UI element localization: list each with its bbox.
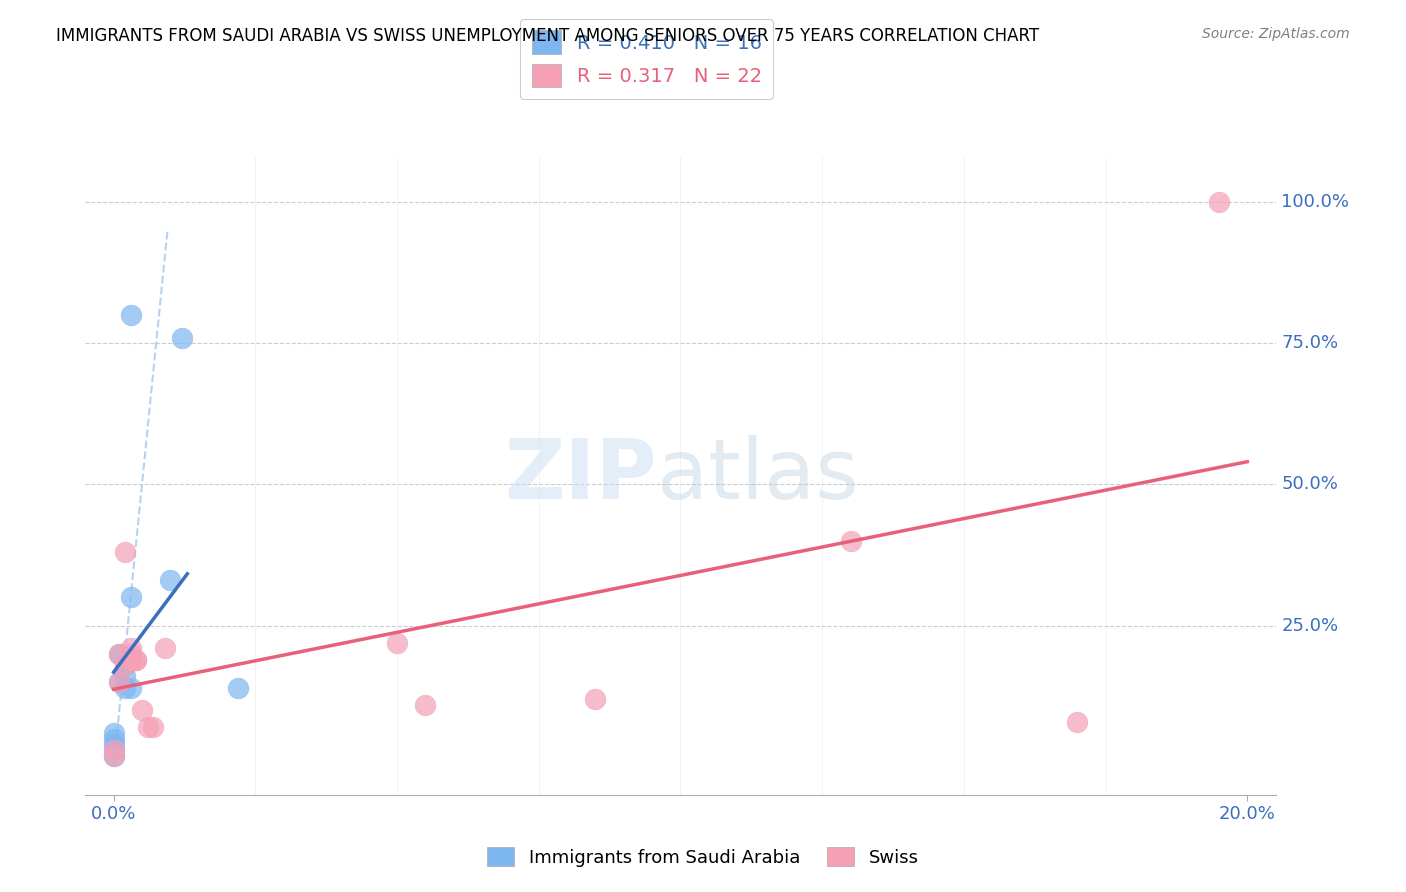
Point bbox=[120, 647, 142, 661]
Text: ZIP: ZIP bbox=[505, 435, 657, 516]
Point bbox=[125, 652, 148, 666]
Text: Source: ZipAtlas.com: Source: ZipAtlas.com bbox=[1202, 27, 1350, 41]
Legend: R = 0.410   N = 16, R = 0.317   N = 22: R = 0.410 N = 16, R = 0.317 N = 22 bbox=[520, 19, 773, 99]
Point bbox=[120, 681, 142, 695]
Point bbox=[103, 743, 125, 757]
Text: 100.0%: 100.0% bbox=[1281, 193, 1350, 211]
Point bbox=[170, 331, 193, 345]
Text: 50.0%: 50.0% bbox=[1281, 475, 1339, 493]
Point bbox=[228, 681, 250, 695]
Point bbox=[585, 692, 607, 706]
Text: 75.0%: 75.0% bbox=[1281, 334, 1339, 352]
Point bbox=[103, 731, 125, 746]
Point bbox=[108, 647, 131, 661]
Point bbox=[103, 743, 125, 757]
Point bbox=[415, 698, 437, 712]
Point bbox=[385, 635, 408, 649]
Point bbox=[114, 669, 136, 683]
Point bbox=[1208, 195, 1230, 210]
Point bbox=[120, 641, 142, 656]
Point bbox=[103, 726, 125, 740]
Point bbox=[839, 533, 862, 548]
Point bbox=[103, 748, 125, 763]
Point bbox=[153, 641, 176, 656]
Point bbox=[1066, 714, 1088, 729]
Point bbox=[159, 574, 181, 588]
Point bbox=[136, 720, 159, 734]
Point bbox=[114, 545, 136, 559]
Point bbox=[142, 720, 165, 734]
Point bbox=[108, 675, 131, 690]
Point bbox=[108, 647, 131, 661]
Point bbox=[125, 652, 148, 666]
Text: 25.0%: 25.0% bbox=[1281, 616, 1339, 634]
Point bbox=[103, 737, 125, 751]
Text: atlas: atlas bbox=[657, 435, 859, 516]
Point bbox=[120, 591, 142, 605]
Point bbox=[120, 652, 142, 666]
Legend: Immigrants from Saudi Arabia, Swiss: Immigrants from Saudi Arabia, Swiss bbox=[479, 840, 927, 874]
Point bbox=[120, 652, 142, 666]
Point bbox=[131, 703, 153, 717]
Point bbox=[120, 308, 142, 322]
Text: IMMIGRANTS FROM SAUDI ARABIA VS SWISS UNEMPLOYMENT AMONG SENIORS OVER 75 YEARS C: IMMIGRANTS FROM SAUDI ARABIA VS SWISS UN… bbox=[56, 27, 1039, 45]
Point bbox=[114, 658, 136, 673]
Point bbox=[103, 748, 125, 763]
Point bbox=[114, 681, 136, 695]
Point bbox=[108, 675, 131, 690]
Point bbox=[114, 658, 136, 673]
